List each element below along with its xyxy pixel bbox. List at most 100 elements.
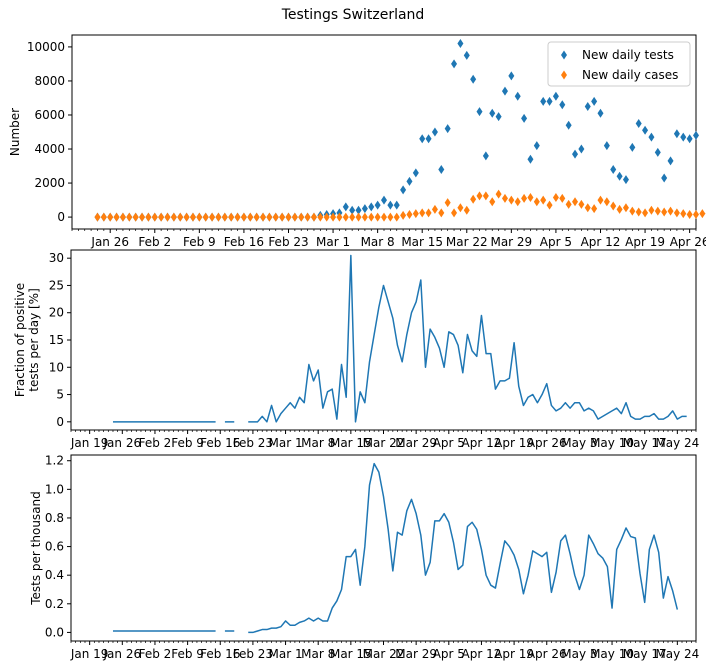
data-point [234, 212, 241, 222]
data-point [654, 147, 661, 157]
data-point [126, 212, 133, 222]
x-tick-label: Feb 16 [224, 235, 264, 249]
data-point [381, 195, 387, 205]
x-tick-label: Apr 12 [462, 436, 502, 450]
data-point [552, 91, 559, 101]
x-tick-label: Jan 26 [103, 436, 142, 450]
legend-marker [561, 70, 567, 80]
data-point [476, 191, 483, 201]
x-tick-label: Apr 5 [433, 647, 465, 661]
y-tick-label: 0.0 [45, 625, 64, 639]
data-point [317, 212, 324, 222]
data-point [514, 91, 521, 101]
x-tick-label: Mar 8 [301, 436, 335, 450]
data-point [584, 101, 591, 111]
data-point [527, 154, 534, 164]
data-point [247, 212, 254, 222]
legend-box [547, 41, 691, 87]
chart-panel-daily-tests-cases: 0 2000 4000 6000 8000 10000 Number Jan 26 Feb 2 F… [8, 34, 706, 249]
data-point [438, 164, 445, 174]
x-tick-label: Mar 15 [330, 647, 372, 661]
data-point [177, 212, 184, 222]
data-point [158, 212, 165, 222]
x-tick-label: Mar 15 [330, 436, 372, 450]
data-point [527, 193, 534, 203]
data-point [533, 141, 540, 151]
data-point [431, 204, 438, 214]
data-point [667, 206, 674, 216]
data-point [361, 212, 368, 222]
data-point [107, 212, 114, 222]
x-tick-label: May 17 [623, 436, 667, 450]
data-point [584, 203, 591, 213]
x-tick-label: Feb 9 [171, 647, 204, 661]
axes-frame [70, 454, 697, 642]
data-point [425, 134, 432, 144]
data-point [139, 212, 146, 222]
data-point [629, 142, 636, 152]
data-point [597, 195, 604, 205]
data-point [189, 212, 196, 222]
data-point [597, 108, 604, 118]
data-point [202, 212, 209, 222]
x-tick-label: Feb 23 [233, 647, 273, 661]
y-tick-label: 0 [57, 210, 65, 224]
x-tick-label: Feb 16 [200, 647, 240, 661]
data-point [578, 144, 585, 154]
data-point [622, 203, 629, 213]
data-point [412, 168, 419, 178]
data-point [438, 208, 445, 218]
x-tick-label: Mar 1 [316, 235, 350, 249]
data-point [648, 132, 655, 142]
x-tick-label: Mar 22 [446, 235, 488, 249]
data-point [686, 210, 693, 220]
y-tick-label: 8000 [34, 74, 65, 88]
y-axis-label-line: Tests per thousand [29, 491, 43, 606]
data-point [470, 74, 477, 84]
data-point [661, 207, 668, 217]
data-point [196, 212, 203, 222]
data-point [279, 212, 286, 222]
x-tick-label: Mar 15 [401, 235, 443, 249]
data-point [699, 209, 706, 219]
data-point [355, 205, 362, 215]
x-tick-label: Apr 19 [625, 235, 665, 249]
data-point [368, 212, 375, 222]
data-point [463, 205, 470, 215]
data-point [419, 208, 426, 218]
chart-panel-positive-fraction: 0 5 10 15 20 25 30 Fraction of positive tests pe… [13, 249, 699, 450]
data-point [501, 86, 508, 96]
y-tick-label: 0.6 [45, 540, 64, 554]
y-tick-label: 4000 [34, 142, 65, 156]
data-point [240, 212, 247, 222]
y-tick-label: 5 [56, 388, 64, 402]
data-point [521, 113, 528, 123]
data-point [610, 164, 617, 174]
data-point [285, 212, 292, 222]
data-point [209, 212, 216, 222]
x-tick-label: Jan 19 [70, 647, 109, 661]
data-point [330, 212, 337, 222]
data-point [100, 212, 107, 222]
data-point [310, 212, 317, 222]
x-tick-label: Feb 2 [138, 235, 171, 249]
y-tick-label: 0.2 [45, 597, 64, 611]
data-point [431, 127, 438, 137]
data-point [603, 197, 610, 207]
data-point [119, 212, 126, 222]
data-point [374, 212, 381, 222]
x-tick-label: May 10 [590, 436, 634, 450]
data-point [361, 204, 368, 214]
data-point [533, 197, 540, 207]
data-point [559, 193, 566, 203]
data-point [482, 151, 489, 161]
x-tick-label: Apr 5 [433, 436, 465, 450]
data-point [444, 198, 451, 208]
figure-title: Testings Switzerland [281, 7, 425, 23]
y-tick-label: 25 [49, 278, 64, 292]
data-point [336, 212, 343, 222]
data-point [298, 212, 305, 222]
x-tick-label: Apr 5 [540, 235, 572, 249]
data-point [629, 206, 636, 216]
data-point [654, 206, 661, 216]
